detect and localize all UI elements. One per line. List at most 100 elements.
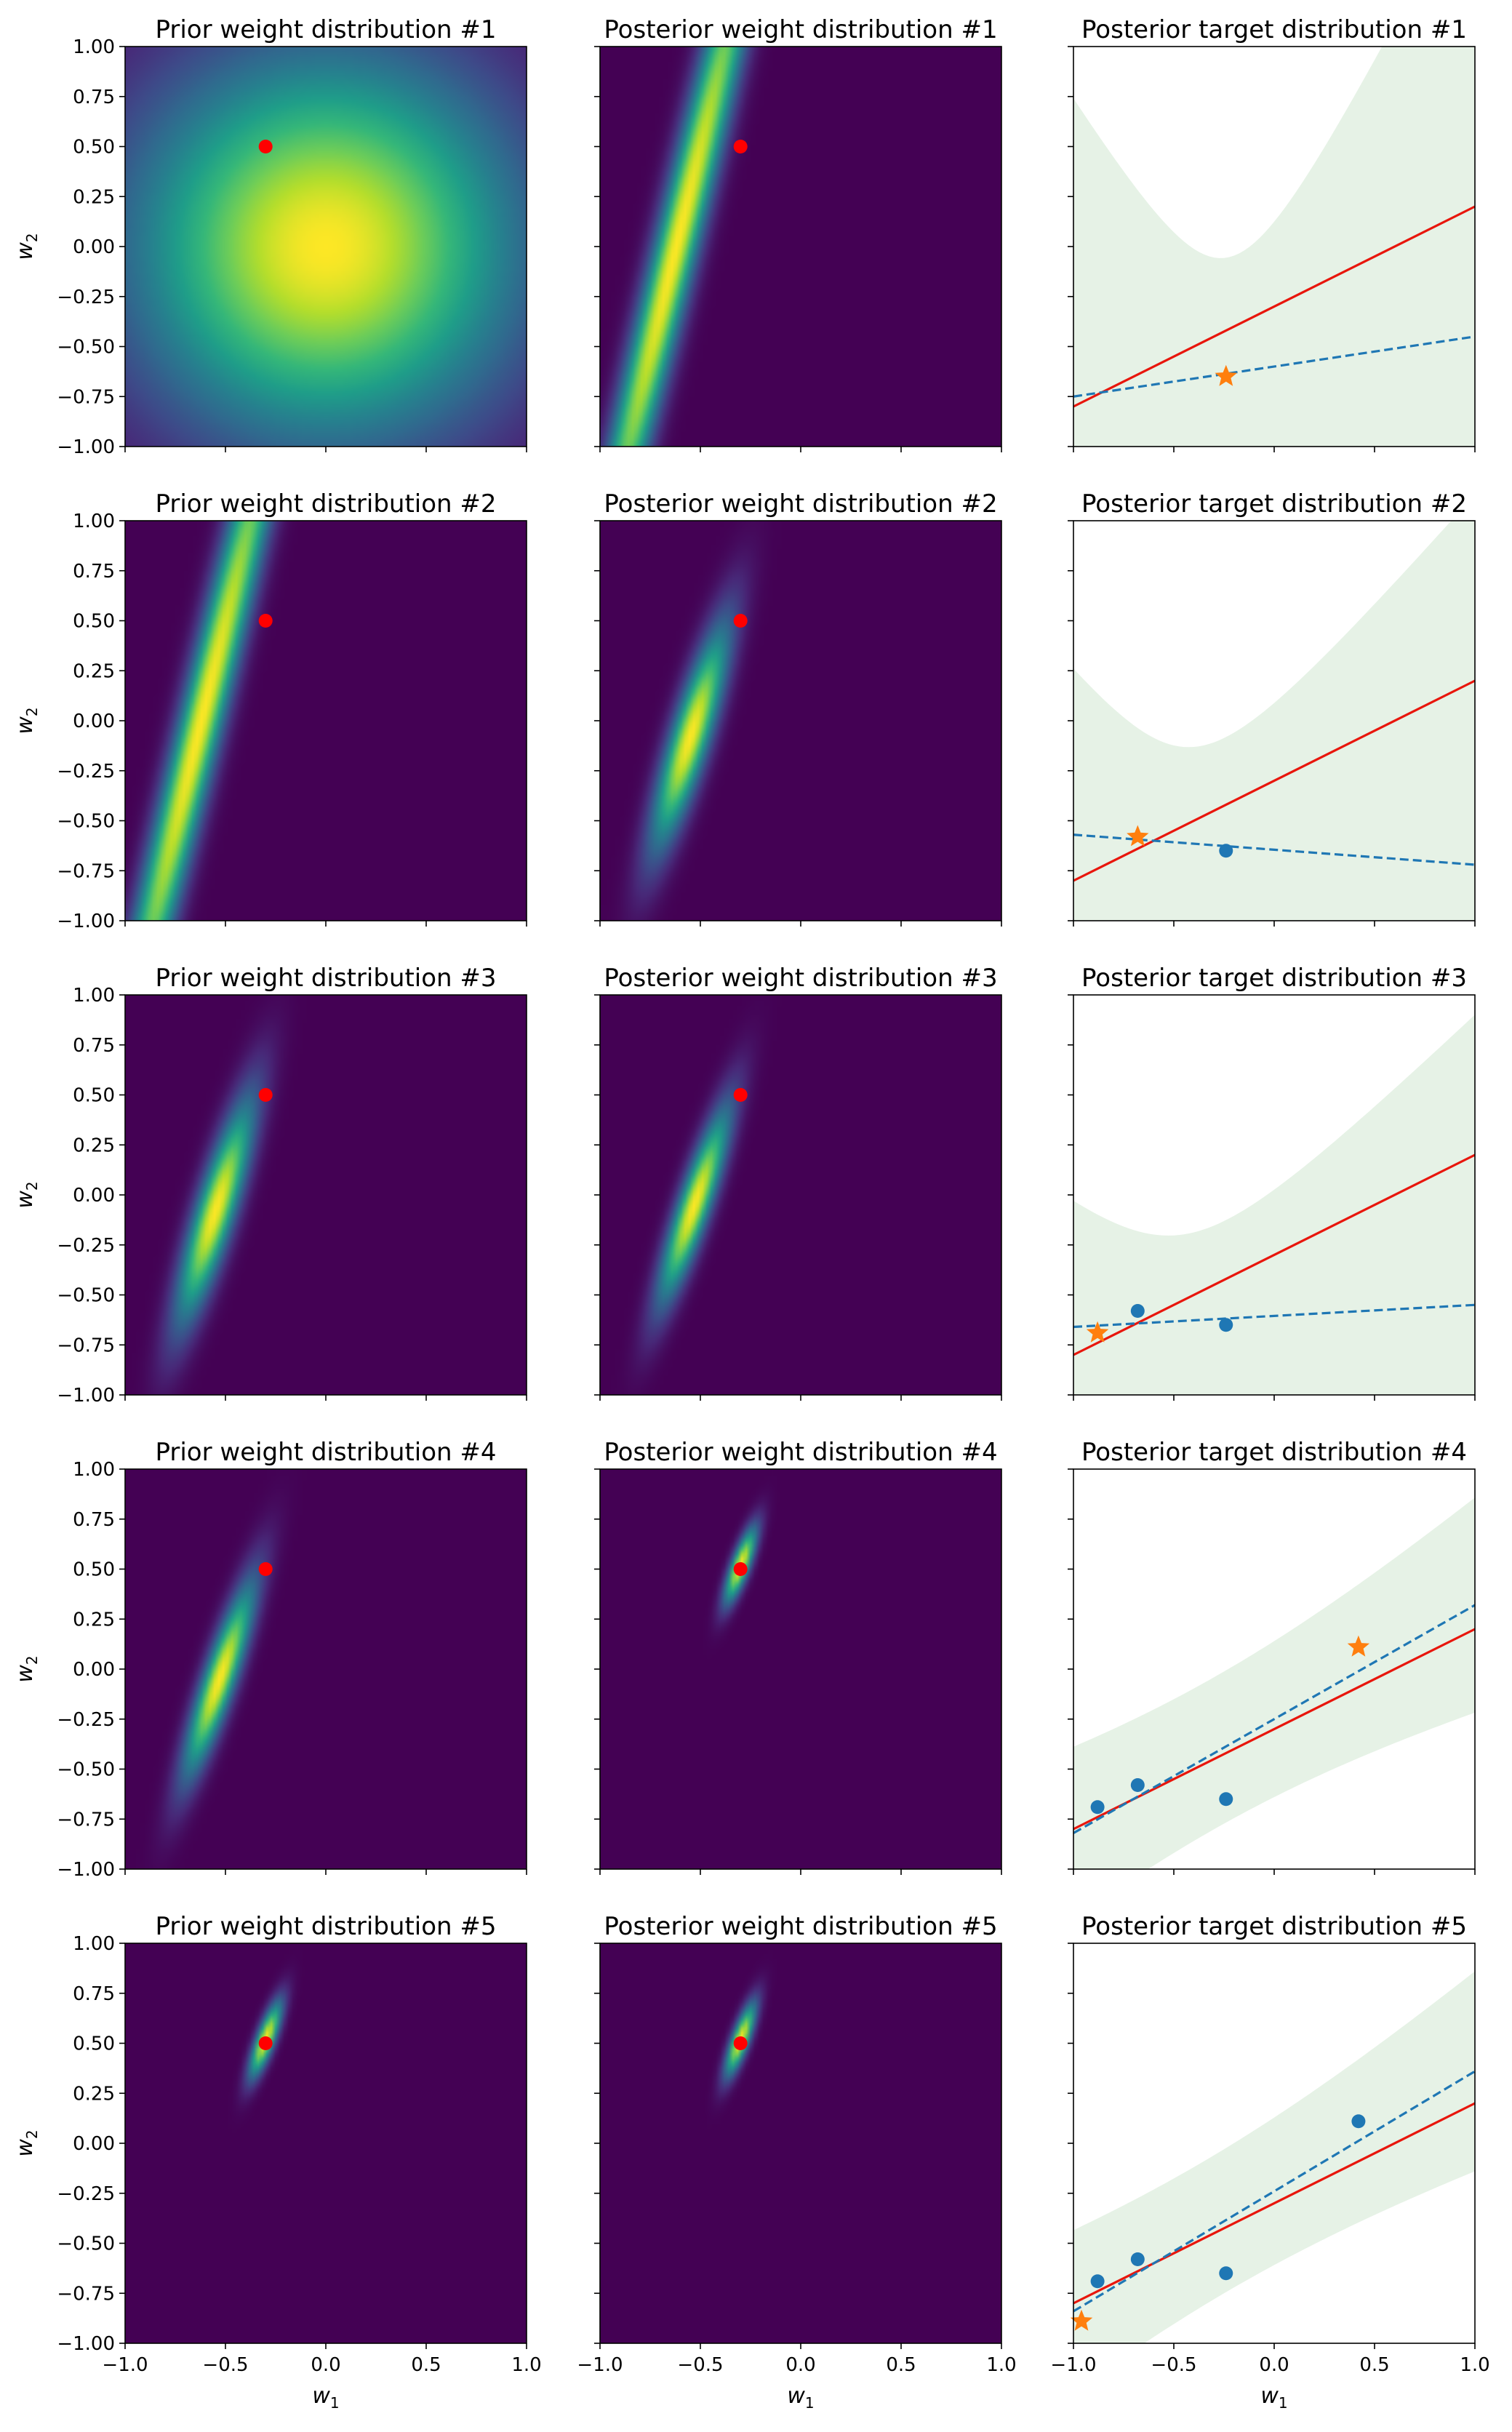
y-tick-label: −0.75 [57, 1335, 115, 1356]
y-tick-label: 0.50 [73, 137, 115, 159]
subplot-3-2: Posterior weight distribution #3 [594, 964, 1002, 1401]
x-tick-label: −1.0 [1050, 2354, 1096, 2376]
y-tick-label: −0.50 [57, 811, 115, 833]
subplot-title: Posterior weight distribution #4 [604, 1438, 997, 1467]
y-tick-label: −0.25 [57, 761, 115, 783]
observed-point [1130, 2252, 1145, 2266]
true-line [1073, 679, 1475, 882]
fit-line [1073, 1604, 1475, 1834]
y-tick-label: −0.75 [57, 1809, 115, 1831]
y-tick-label: 0.75 [73, 1509, 115, 1531]
subplot-title: Posterior target distribution #3 [1081, 964, 1467, 993]
y-tick-label: 0.75 [73, 87, 115, 108]
y-tick-label: 1.00 [73, 985, 115, 1007]
y-tick-label: 0.75 [73, 561, 115, 583]
x-tick-label: −0.5 [677, 2354, 723, 2376]
y-tick-label: 1.00 [73, 1933, 115, 1955]
true-weight-marker [258, 1088, 273, 1102]
observed-point [1219, 2266, 1233, 2281]
y-tick-label: −0.50 [57, 1285, 115, 1307]
observed-point [1219, 1318, 1233, 1332]
subplot-4-3: Posterior target distribution #4 [1068, 1438, 1476, 1875]
new-point-star [1347, 1635, 1370, 1657]
x-tick-label: 1.0 [511, 2354, 541, 2376]
x-tick-label: −1.0 [577, 2354, 623, 2376]
y-tick-label: −0.75 [57, 386, 115, 408]
true-line [1073, 1628, 1475, 1831]
subplot-title: Posterior weight distribution #3 [604, 964, 997, 993]
y-tick-label: 0.25 [73, 1609, 115, 1631]
observed-point [1130, 1304, 1145, 1318]
y-tick-label: 1.00 [73, 36, 115, 58]
x-tick-label: −0.5 [202, 2354, 248, 2376]
y-tick-label: 0.25 [73, 186, 115, 208]
y-tick-label: 1.00 [73, 511, 115, 532]
density-heatmap [125, 47, 527, 447]
true-weight-marker [733, 614, 748, 628]
x-axis-label: w1 [312, 2383, 339, 2412]
density-heatmap [600, 995, 1001, 1395]
subplot-title: Posterior weight distribution #2 [604, 489, 997, 519]
subplot-1-2: Posterior weight distribution #1 [594, 15, 1002, 452]
subplot-1-1: Prior weight distribution #1 −1.00 −0.75 −0… [12, 15, 527, 458]
true-weight-marker [733, 1562, 748, 1576]
density-heatmap [600, 47, 1001, 447]
y-axis-label: w2 [12, 233, 41, 260]
subplot-2-1: Prior weight distribution #2 −1.00 −0.75 −0… [12, 489, 527, 932]
x-tick-label: 0.0 [1259, 2354, 1289, 2376]
x-tick-label: 1.0 [1460, 2354, 1489, 2376]
predictive-band [1073, 1497, 1475, 1869]
x-axis-label: w1 [787, 2383, 814, 2412]
density-heatmap [125, 1943, 527, 2343]
density-heatmap [125, 521, 527, 921]
y-tick-label: −1.00 [57, 1385, 115, 1407]
y-tick-label: −0.25 [57, 1709, 115, 1731]
y-tick-label: 0.00 [73, 2133, 115, 2155]
y-axis-label: w2 [12, 707, 41, 734]
x-axis-label: w1 [1260, 2383, 1287, 2412]
subplot-title: Posterior target distribution #2 [1081, 489, 1467, 519]
y-tick-label: −1.00 [57, 436, 115, 458]
y-tick-label: −0.50 [57, 2233, 115, 2255]
new-point-star [1127, 825, 1149, 847]
true-weight-marker [258, 614, 273, 628]
new-point-star [1070, 2309, 1093, 2331]
observed-point [1090, 1800, 1105, 1815]
observed-point [1351, 2114, 1366, 2129]
subplot-3-1: Prior weight distribution #3 −1.00 −0.75 −0… [12, 964, 527, 1407]
y-tick-label: 0.25 [73, 1135, 115, 1156]
new-point-star [1086, 1321, 1109, 1343]
subplot-title: Posterior weight distribution #1 [604, 15, 997, 44]
y-tick-label: 0.50 [73, 1085, 115, 1107]
y-tick-label: −0.25 [57, 287, 115, 308]
y-axis-label: w2 [12, 1181, 41, 1208]
density-heatmap [600, 521, 1001, 921]
y-tick-label: −0.50 [57, 337, 115, 359]
true-weight-marker [258, 2036, 273, 2050]
subplot-4-2: Posterior weight distribution #4 [594, 1438, 1002, 1875]
true-weight-marker [258, 140, 273, 153]
y-tick-label: −0.25 [57, 1235, 115, 1257]
y-tick-label: 1.00 [73, 1459, 115, 1481]
x-tick-label: 0.5 [411, 2354, 441, 2376]
y-tick-label: 0.50 [73, 1559, 115, 1581]
predictive-band [1073, 1971, 1475, 2343]
density-heatmap [125, 1469, 527, 1869]
y-axis-label: w2 [12, 2129, 41, 2156]
subplot-1-3: Posterior target distribution #1 [1068, 15, 1476, 452]
true-line [1073, 205, 1475, 408]
density-heatmap [600, 1943, 1001, 2343]
x-tick-label: 0.0 [785, 2354, 815, 2376]
subplot-title: Posterior target distribution #1 [1081, 15, 1467, 44]
true-weight-marker [258, 1562, 273, 1576]
fit-line [1073, 335, 1475, 398]
y-tick-label: −0.75 [57, 2283, 115, 2305]
predictive-band [1073, 521, 1475, 921]
x-tick-label: 1.0 [986, 2354, 1016, 2376]
subplot-2-3: Posterior target distribution #2 [1068, 489, 1476, 927]
y-tick-label: −1.00 [57, 911, 115, 932]
x-tick-label: 0.5 [886, 2354, 916, 2376]
subplot-2-2: Posterior weight distribution #2 [594, 489, 1002, 927]
subplot-title: Prior weight distribution #2 [155, 489, 496, 519]
